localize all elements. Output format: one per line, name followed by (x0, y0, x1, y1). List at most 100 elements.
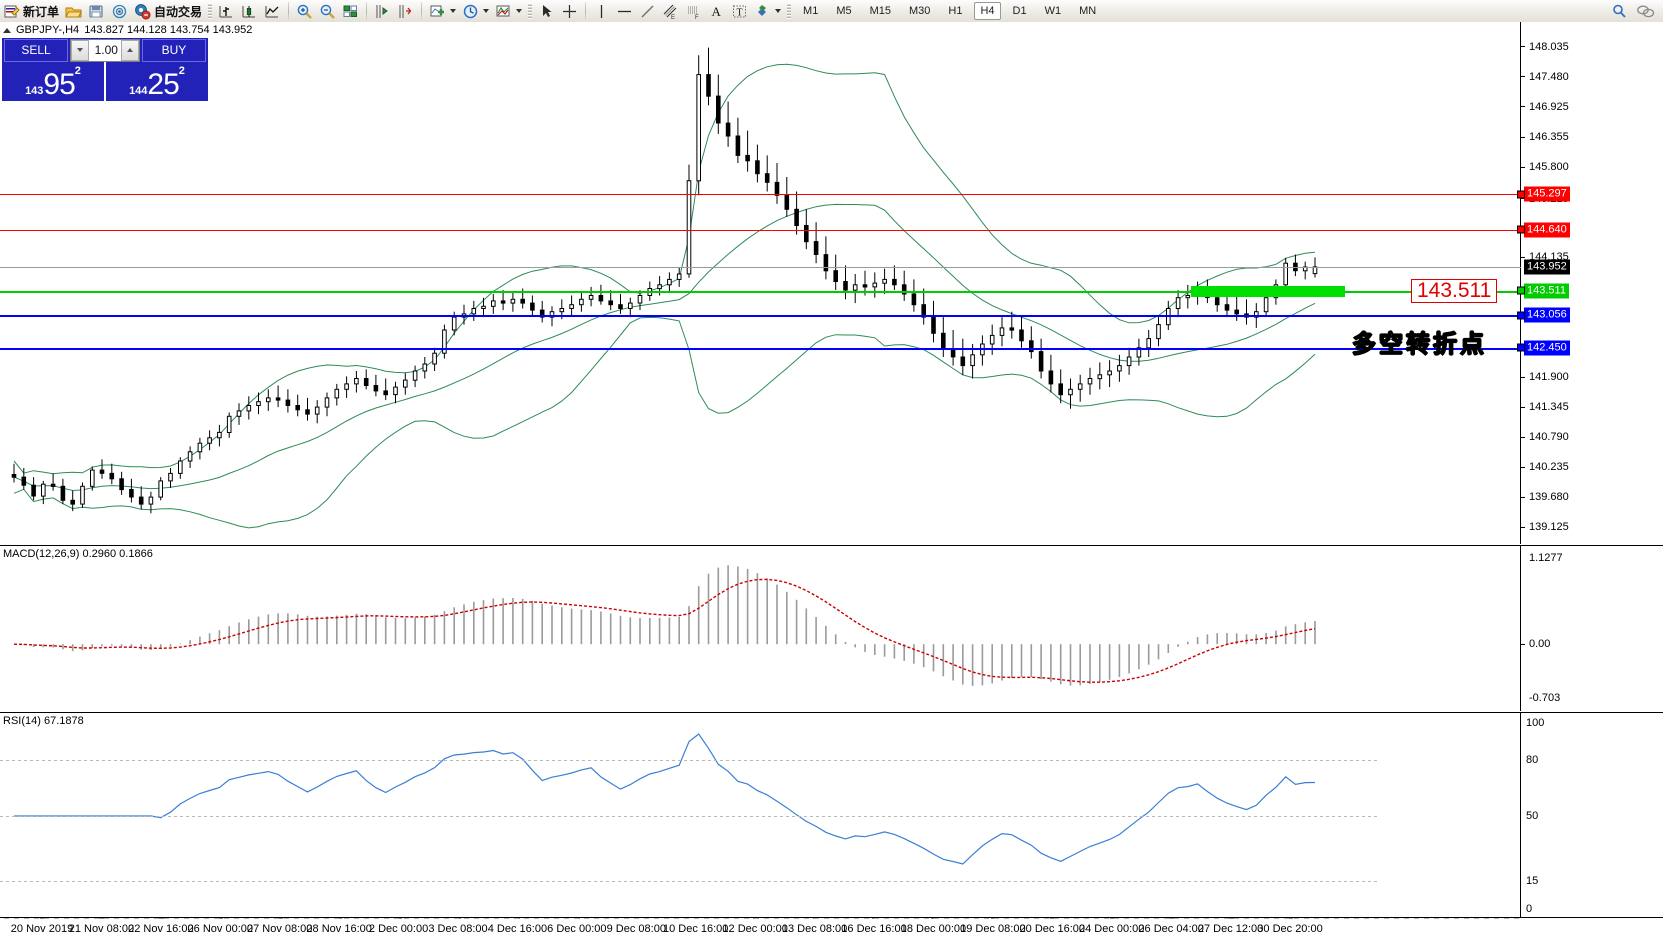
cursor-tool-button[interactable] (535, 1, 558, 21)
toolbar-grip-3[interactable] (787, 3, 792, 19)
text-label-button[interactable]: A (705, 1, 728, 21)
last-price-line[interactable] (0, 266, 1521, 268)
text-box-button[interactable]: T (728, 1, 751, 21)
chevron-down-icon[interactable] (450, 9, 457, 13)
crosshair-tool-button[interactable] (558, 1, 581, 21)
period-button[interactable] (459, 1, 492, 21)
autoscroll-button[interactable] (394, 1, 417, 21)
price-level-tag[interactable]: 145.297 (1517, 186, 1570, 202)
support-line-143511[interactable] (0, 290, 1521, 293)
price-axis[interactable]: 148.035 147.480 146.925 146.355 145.800 145.2… (1517, 22, 1663, 544)
volume-value[interactable]: 1.00 (94, 43, 118, 57)
tile-windows-button[interactable] (339, 1, 362, 21)
templates-button[interactable] (492, 1, 525, 21)
shapes-button[interactable] (751, 1, 784, 21)
candle-body (305, 409, 310, 415)
toolbar-grip-2[interactable] (528, 3, 533, 19)
save-chart-button[interactable] (85, 1, 108, 21)
timeframe-h1[interactable]: H1 (939, 1, 971, 21)
candle-body (256, 401, 261, 407)
timeframe-m1[interactable]: M1 (794, 1, 827, 21)
chevron-up-icon-vol (126, 48, 133, 52)
time-minor-tick (1284, 918, 1289, 919)
chat-icon[interactable] (1636, 3, 1655, 20)
candle-body (1097, 374, 1103, 380)
price-level-tag[interactable]: 143.056 (1517, 307, 1570, 323)
level-handle[interactable] (1517, 225, 1525, 234)
line-chart-icon (264, 3, 281, 20)
time-minor-tick (684, 918, 689, 919)
new-order-icon (3, 3, 20, 20)
time-minor-tick (844, 918, 849, 919)
chevron-down-icon-4[interactable] (775, 9, 782, 13)
buy-button[interactable]: BUY (141, 38, 206, 62)
sell-price[interactable]: 143 95 2 (2, 62, 104, 101)
fibonacci-button[interactable]: F (682, 1, 705, 21)
sell-button[interactable]: SELL (4, 38, 69, 62)
time-minor-tick (154, 918, 159, 919)
toolbar-grip[interactable] (208, 3, 213, 19)
candle-body (989, 334, 995, 345)
support-line-142450[interactable] (0, 347, 1521, 350)
vertical-line-button[interactable] (590, 1, 613, 21)
price-pane[interactable]: 148.035 147.480 146.925 146.355 145.800 145.2… (0, 22, 1663, 544)
autotrading-button[interactable]: 自动交易 (131, 1, 205, 21)
volume-stepper[interactable]: 1.00 (70, 38, 140, 62)
level-handle[interactable] (1517, 343, 1525, 352)
add-indicator-button[interactable] (426, 1, 459, 21)
price-level-tag[interactable]: 142.450 (1517, 340, 1570, 356)
search-icon[interactable] (1611, 3, 1628, 20)
equidistant-channel-button[interactable]: E (659, 1, 682, 21)
rsi-pane[interactable]: RSI(14) 67.1878 100 80 50 15 0 (0, 712, 1663, 918)
level-handle[interactable] (1517, 311, 1525, 320)
timeframe-h4[interactable]: H4 (971, 1, 1003, 21)
timeframe-d1[interactable]: D1 (1004, 1, 1036, 21)
level-handle[interactable] (1517, 190, 1525, 199)
time-tick-mark (1288, 918, 1293, 919)
open-folder-button[interactable] (62, 1, 85, 21)
zoom-out-button[interactable] (316, 1, 339, 21)
volume-decrease-button[interactable] (71, 39, 90, 61)
timeframe-mn[interactable]: MN (1070, 1, 1105, 21)
bar-chart-button[interactable] (215, 1, 238, 21)
buy-price[interactable]: 144 25 2 (104, 62, 208, 101)
support-line-143056[interactable] (0, 315, 1521, 318)
one-click-trading-panel[interactable]: SELL 1.00 BUY 143 95 2 144 25 2 (2, 38, 208, 101)
timeframe-w1[interactable]: W1 (1036, 1, 1071, 21)
chevron-down-icon-3[interactable] (516, 9, 523, 13)
timeframe-m15[interactable]: M15 (861, 1, 900, 21)
price-level-tag[interactable]: 143.952 (1524, 259, 1570, 275)
time-axis[interactable]: 20 Nov 2019 21 Nov 08:00 22 Nov 16:00 26 No… (0, 917, 1663, 943)
time-minor-tick (1044, 918, 1049, 919)
new-order-button[interactable]: 新订单 (0, 1, 62, 21)
timeframe-m5[interactable]: M5 (827, 1, 860, 21)
level-handle[interactable] (1517, 286, 1525, 295)
horizontal-line-button[interactable] (613, 1, 636, 21)
timeframe-m30[interactable]: M30 (900, 1, 939, 21)
collapse-triangle-icon[interactable] (3, 27, 11, 33)
candle-body (1077, 383, 1083, 390)
price-level-tag[interactable]: 143.511 (1517, 283, 1569, 299)
price-level-tag[interactable]: 144.640 (1517, 222, 1570, 238)
macd-plot-area[interactable]: MACD(12,26,9) 0.2960 0.1866 (0, 546, 1521, 711)
macd-axis[interactable]: 1.1277 0.00 -0.703 (1520, 546, 1663, 711)
candlestick-chart-button[interactable] (238, 1, 261, 21)
resistance-line-145297[interactable] (0, 194, 1521, 196)
text-label-icon: A (708, 3, 725, 20)
rsi-plot-area[interactable]: RSI(14) 67.1878 (0, 713, 1521, 918)
bollinger-band-middle (13, 203, 1316, 492)
rsi-label: RSI(14) 67.1878 (3, 715, 84, 727)
macd-pane[interactable]: MACD(12,26,9) 0.2960 0.1866 1.1277 0.00 -0… (0, 545, 1663, 711)
trendline-button[interactable] (636, 1, 659, 21)
time-minor-tick (274, 918, 279, 919)
network-button[interactable] (108, 1, 131, 21)
line-chart-button[interactable] (261, 1, 284, 21)
resistance-line-144640[interactable] (0, 229, 1521, 231)
price-plot-area[interactable] (0, 22, 1521, 544)
candle-body (1175, 297, 1181, 310)
rsi-axis[interactable]: 100 80 50 15 0 (1520, 713, 1663, 918)
shift-end-button[interactable] (371, 1, 394, 21)
chevron-down-icon-2[interactable] (483, 9, 490, 13)
zoom-in-button[interactable] (293, 1, 316, 21)
volume-increase-button[interactable] (120, 39, 139, 61)
